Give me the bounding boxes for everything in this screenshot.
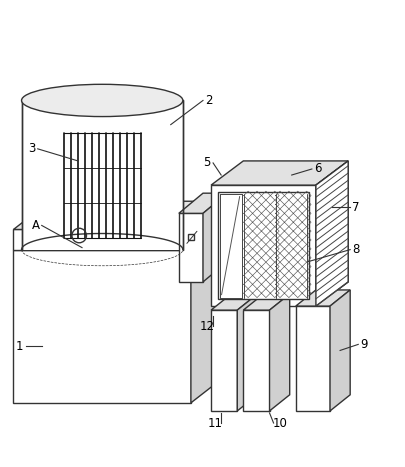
Polygon shape [178,193,227,213]
Text: 8: 8 [352,243,359,256]
Polygon shape [190,221,227,403]
Polygon shape [218,192,308,299]
Polygon shape [13,221,227,250]
Polygon shape [315,161,347,306]
Polygon shape [269,294,289,411]
Text: 7: 7 [352,201,359,214]
Polygon shape [211,294,257,310]
Text: 6: 6 [313,163,321,176]
Polygon shape [178,213,202,282]
Polygon shape [190,201,227,250]
Polygon shape [243,310,269,411]
Polygon shape [211,310,237,411]
Polygon shape [202,193,227,282]
Polygon shape [237,294,257,411]
Polygon shape [243,294,289,310]
Text: 9: 9 [360,338,367,351]
Text: 10: 10 [271,417,286,430]
Bar [21,100,182,250]
Polygon shape [211,185,315,306]
Text: 1: 1 [16,340,23,353]
Polygon shape [13,229,190,250]
Text: A: A [32,219,40,232]
Polygon shape [315,161,347,306]
Text: 3: 3 [28,142,35,156]
Polygon shape [295,290,350,306]
Polygon shape [13,250,190,403]
Polygon shape [329,290,350,411]
Bar [64,133,140,238]
Text: 5: 5 [203,156,210,170]
Ellipse shape [21,85,182,117]
Polygon shape [13,201,227,229]
Text: 12: 12 [199,320,214,333]
Text: 11: 11 [207,417,222,430]
Polygon shape [211,161,347,185]
Polygon shape [295,306,329,411]
Text: 2: 2 [205,94,212,107]
